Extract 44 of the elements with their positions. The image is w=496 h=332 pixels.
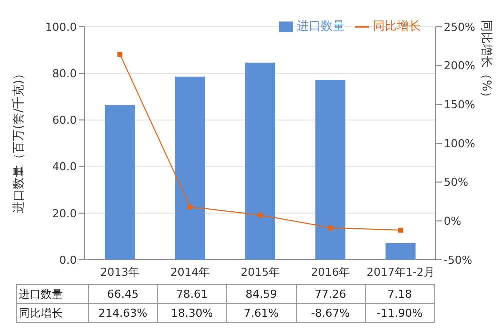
y-tick-label: 40.0 (52, 160, 77, 174)
bar (245, 62, 276, 260)
legend-label: 进口数量 (297, 19, 345, 33)
legend-label: 同比增长 (373, 19, 421, 33)
point (258, 212, 263, 218)
bar (386, 243, 416, 260)
y-tick-label: 100.0 (46, 20, 77, 34)
data-label: 7.18 (365, 284, 434, 304)
y-tick-label: 80.0 (52, 68, 77, 81)
data-label: 7.61% (226, 304, 296, 322)
y2-tick-label: 250% (444, 20, 476, 34)
text: 同比增长 (19, 306, 63, 320)
point (398, 228, 404, 233)
y2-tick-label: 200% (444, 60, 476, 73)
data-label: 77.26 (296, 284, 366, 304)
point (328, 225, 334, 230)
data-label: -11.90% (365, 304, 434, 322)
data-label: 214.63% (88, 304, 158, 322)
x-tick-label: 2014年 (170, 266, 210, 279)
x-tick-label: 2017年1-2月 (366, 266, 435, 279)
text: 进口数量 (19, 288, 63, 300)
y-tick-label: 0.0 (60, 254, 77, 267)
bar (316, 80, 346, 260)
x-tick-label: 2016年 (311, 266, 350, 279)
x-tick-label: 2013年 (100, 266, 140, 279)
y-tick-label: 20.0 (52, 207, 77, 220)
y2-tick-label: 150% (444, 98, 476, 112)
y2-tick-label: 0% (444, 215, 462, 228)
bar (105, 105, 135, 260)
point (188, 204, 193, 210)
y-axis-title: 进口数量（百万(套/千克)） (11, 68, 26, 214)
y2-tick-label: 50% (444, 176, 468, 190)
data-label: -8.67% (296, 304, 366, 322)
data-label: 84.59 (226, 284, 296, 304)
data-label: 78.61 (158, 284, 227, 304)
data-label: 66.45 (88, 284, 158, 304)
y2-axis-title: 同比增长（%） (480, 20, 494, 104)
data-label: 18.30% (158, 304, 227, 322)
y-tick-label: 60.0 (52, 114, 77, 128)
x-tick-label: 2015年 (241, 266, 280, 279)
point (118, 52, 123, 57)
y2-tick-label: 100% (444, 137, 476, 150)
y2-tick-label: -50% (444, 254, 472, 267)
bar (175, 76, 206, 260)
